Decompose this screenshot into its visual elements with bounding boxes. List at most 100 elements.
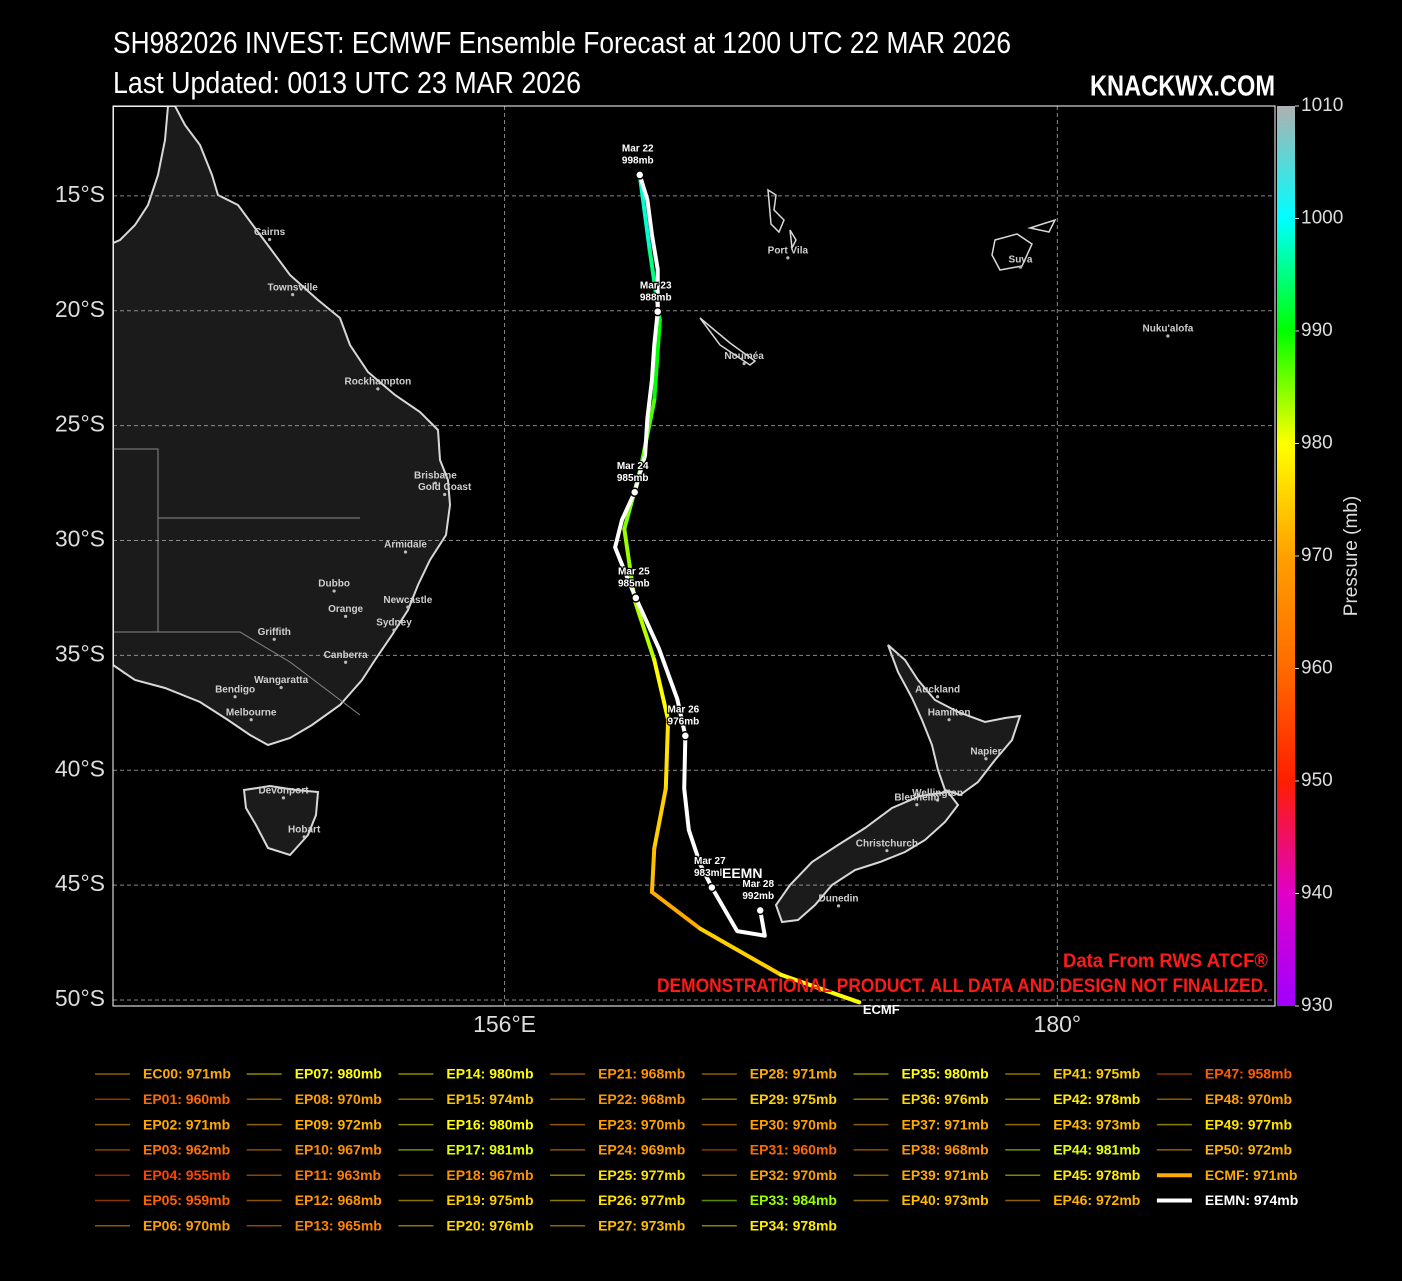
credit: Data From RWS ATCF® [1063, 951, 1268, 972]
colorbar-label: Pressure (mb) [1341, 496, 1362, 616]
legend-label: EP43: 973mb [1053, 1116, 1140, 1132]
colorbar-tick-label: 930 [1301, 995, 1333, 1016]
place-label: Townsville [267, 282, 318, 293]
legend-label: EP32: 970mb [750, 1167, 837, 1183]
place-dot [272, 637, 276, 641]
x-tick-label: 180° [1034, 1011, 1082, 1037]
subtitle: Last Updated: 0013 UTC 23 MAR 2026 [113, 65, 581, 100]
eemn-pressure: 985mb [617, 473, 649, 484]
place-dot [984, 757, 988, 761]
y-tick-label: 20°S [55, 296, 105, 322]
place-label: Hobart [288, 825, 321, 836]
grid [113, 106, 1275, 1006]
tasmania [242, 784, 320, 857]
legend-label: EP01: 960mb [143, 1091, 230, 1107]
place-label: Blenheim [894, 792, 939, 803]
legend-label: EP12: 968mb [295, 1192, 382, 1208]
legend-label: EP48: 970mb [1205, 1091, 1292, 1107]
legend-label: EP19: 975mb [446, 1192, 533, 1208]
y-tick-label: 25°S [55, 411, 105, 437]
legend-label: EP15: 974mb [446, 1091, 533, 1107]
place-dot [885, 849, 889, 853]
tracks: Cairns Townsville Rockhampton BrisbaneGold … [215, 172, 1194, 1005]
eemn-point [629, 487, 640, 497]
colorbar-tick-label: 1010 [1301, 95, 1343, 116]
legend-label: EP44: 981mb [1053, 1142, 1140, 1158]
place-dot [915, 803, 919, 807]
eemn-date: Mar 24 [617, 461, 649, 472]
legend-label: EP29: 975mb [750, 1091, 837, 1107]
place-dot [742, 361, 746, 366]
eemn-date: Mar 23 [640, 280, 672, 291]
legend-label: EP23: 970mb [598, 1116, 685, 1132]
y-tick-label: 45°S [55, 870, 105, 896]
eemn-label: EEMN [722, 865, 762, 881]
place-label: Auckland [915, 684, 960, 695]
legend-label: EP41: 975mb [1053, 1066, 1140, 1082]
place-label: Newcastle [383, 595, 432, 606]
eemn-track [613, 174, 767, 938]
ecmf-segment [637, 172, 652, 252]
eemn-pressure: 985mb [618, 579, 650, 590]
eemn-pressure: 988mb [640, 292, 672, 303]
ecmf-segment [698, 926, 783, 977]
y-tick-label: 40°S [55, 755, 105, 781]
eemn-point [755, 905, 765, 916]
ecmf-segment [778, 972, 862, 1005]
legend-label: EP20: 976mb [446, 1218, 533, 1234]
place-dot [935, 798, 940, 802]
legend-label: EP05: 959mb [143, 1192, 230, 1208]
eemn-point [635, 170, 645, 180]
place-label: Melbourne [226, 707, 277, 718]
place-label: Brisbane [414, 471, 457, 482]
legend-label: EP34: 978mb [750, 1218, 837, 1234]
place-label: Canberra [324, 650, 368, 661]
legend-label: EP37: 971mb [902, 1116, 989, 1132]
eemn-date: Mar 25 [618, 567, 650, 578]
legend-label: EP26: 977mb [598, 1192, 685, 1208]
place-dot [443, 492, 447, 497]
y-tick-label: 30°S [55, 526, 105, 552]
place-label: Dunedin [819, 893, 859, 904]
place-dot [406, 605, 410, 609]
place-label: Cairns [254, 227, 286, 238]
eemn-date: Mar 28 [742, 879, 774, 890]
ecmf-segment [652, 786, 668, 851]
place-label: Bendigo [215, 684, 255, 695]
colorbar-tick-label: 990 [1301, 320, 1333, 341]
place-dot [1166, 334, 1170, 338]
x-tick-label: 156°E [473, 1011, 536, 1037]
place-dot [344, 614, 348, 618]
new-zealand-south [774, 790, 960, 924]
legend-label: EP24: 969mb [598, 1142, 685, 1158]
place-label: Gold Coast [418, 482, 472, 493]
place-label: Dubbo [318, 579, 350, 590]
place-label: Rockhampton [345, 376, 412, 387]
place-label: Christchurch [856, 838, 918, 849]
ecmf-segment [649, 846, 657, 895]
legend-label: EP04: 955mb [143, 1167, 230, 1183]
disclaimer: DEMONSTRATIONAL PRODUCT. ALL DATA AND DE… [657, 976, 1268, 997]
legend-label: EP18: 967mb [446, 1167, 533, 1183]
place-label: Griffith [258, 627, 291, 638]
legend-label: EP45: 978mb [1053, 1167, 1140, 1183]
eemn-point [631, 593, 641, 603]
eemn-date: Mar 22 [622, 144, 654, 155]
ecmf-segment [652, 317, 662, 403]
place-dot [281, 796, 286, 800]
legend-label: EP14: 980mb [446, 1066, 533, 1082]
eemn-pressure: 976mb [668, 716, 700, 727]
legend-label: EEMN: 974mb [1205, 1192, 1298, 1208]
legend-label: EP21: 968mb [598, 1066, 685, 1082]
colorbar-tick-label: 940 [1301, 883, 1333, 904]
legend-label: EP10: 967mb [295, 1142, 382, 1158]
ecmf-segment [663, 717, 671, 791]
legend-label: EP30: 970mb [750, 1116, 837, 1132]
place-label: Wellington [912, 788, 963, 799]
legend-label: EP31: 960mb [750, 1142, 837, 1158]
new-zealand-north [887, 644, 1022, 797]
y-tick-label: 50°S [55, 985, 105, 1011]
place-dot [786, 256, 790, 260]
eemn-date: Mar 26 [668, 704, 700, 715]
place-dot [376, 387, 380, 391]
